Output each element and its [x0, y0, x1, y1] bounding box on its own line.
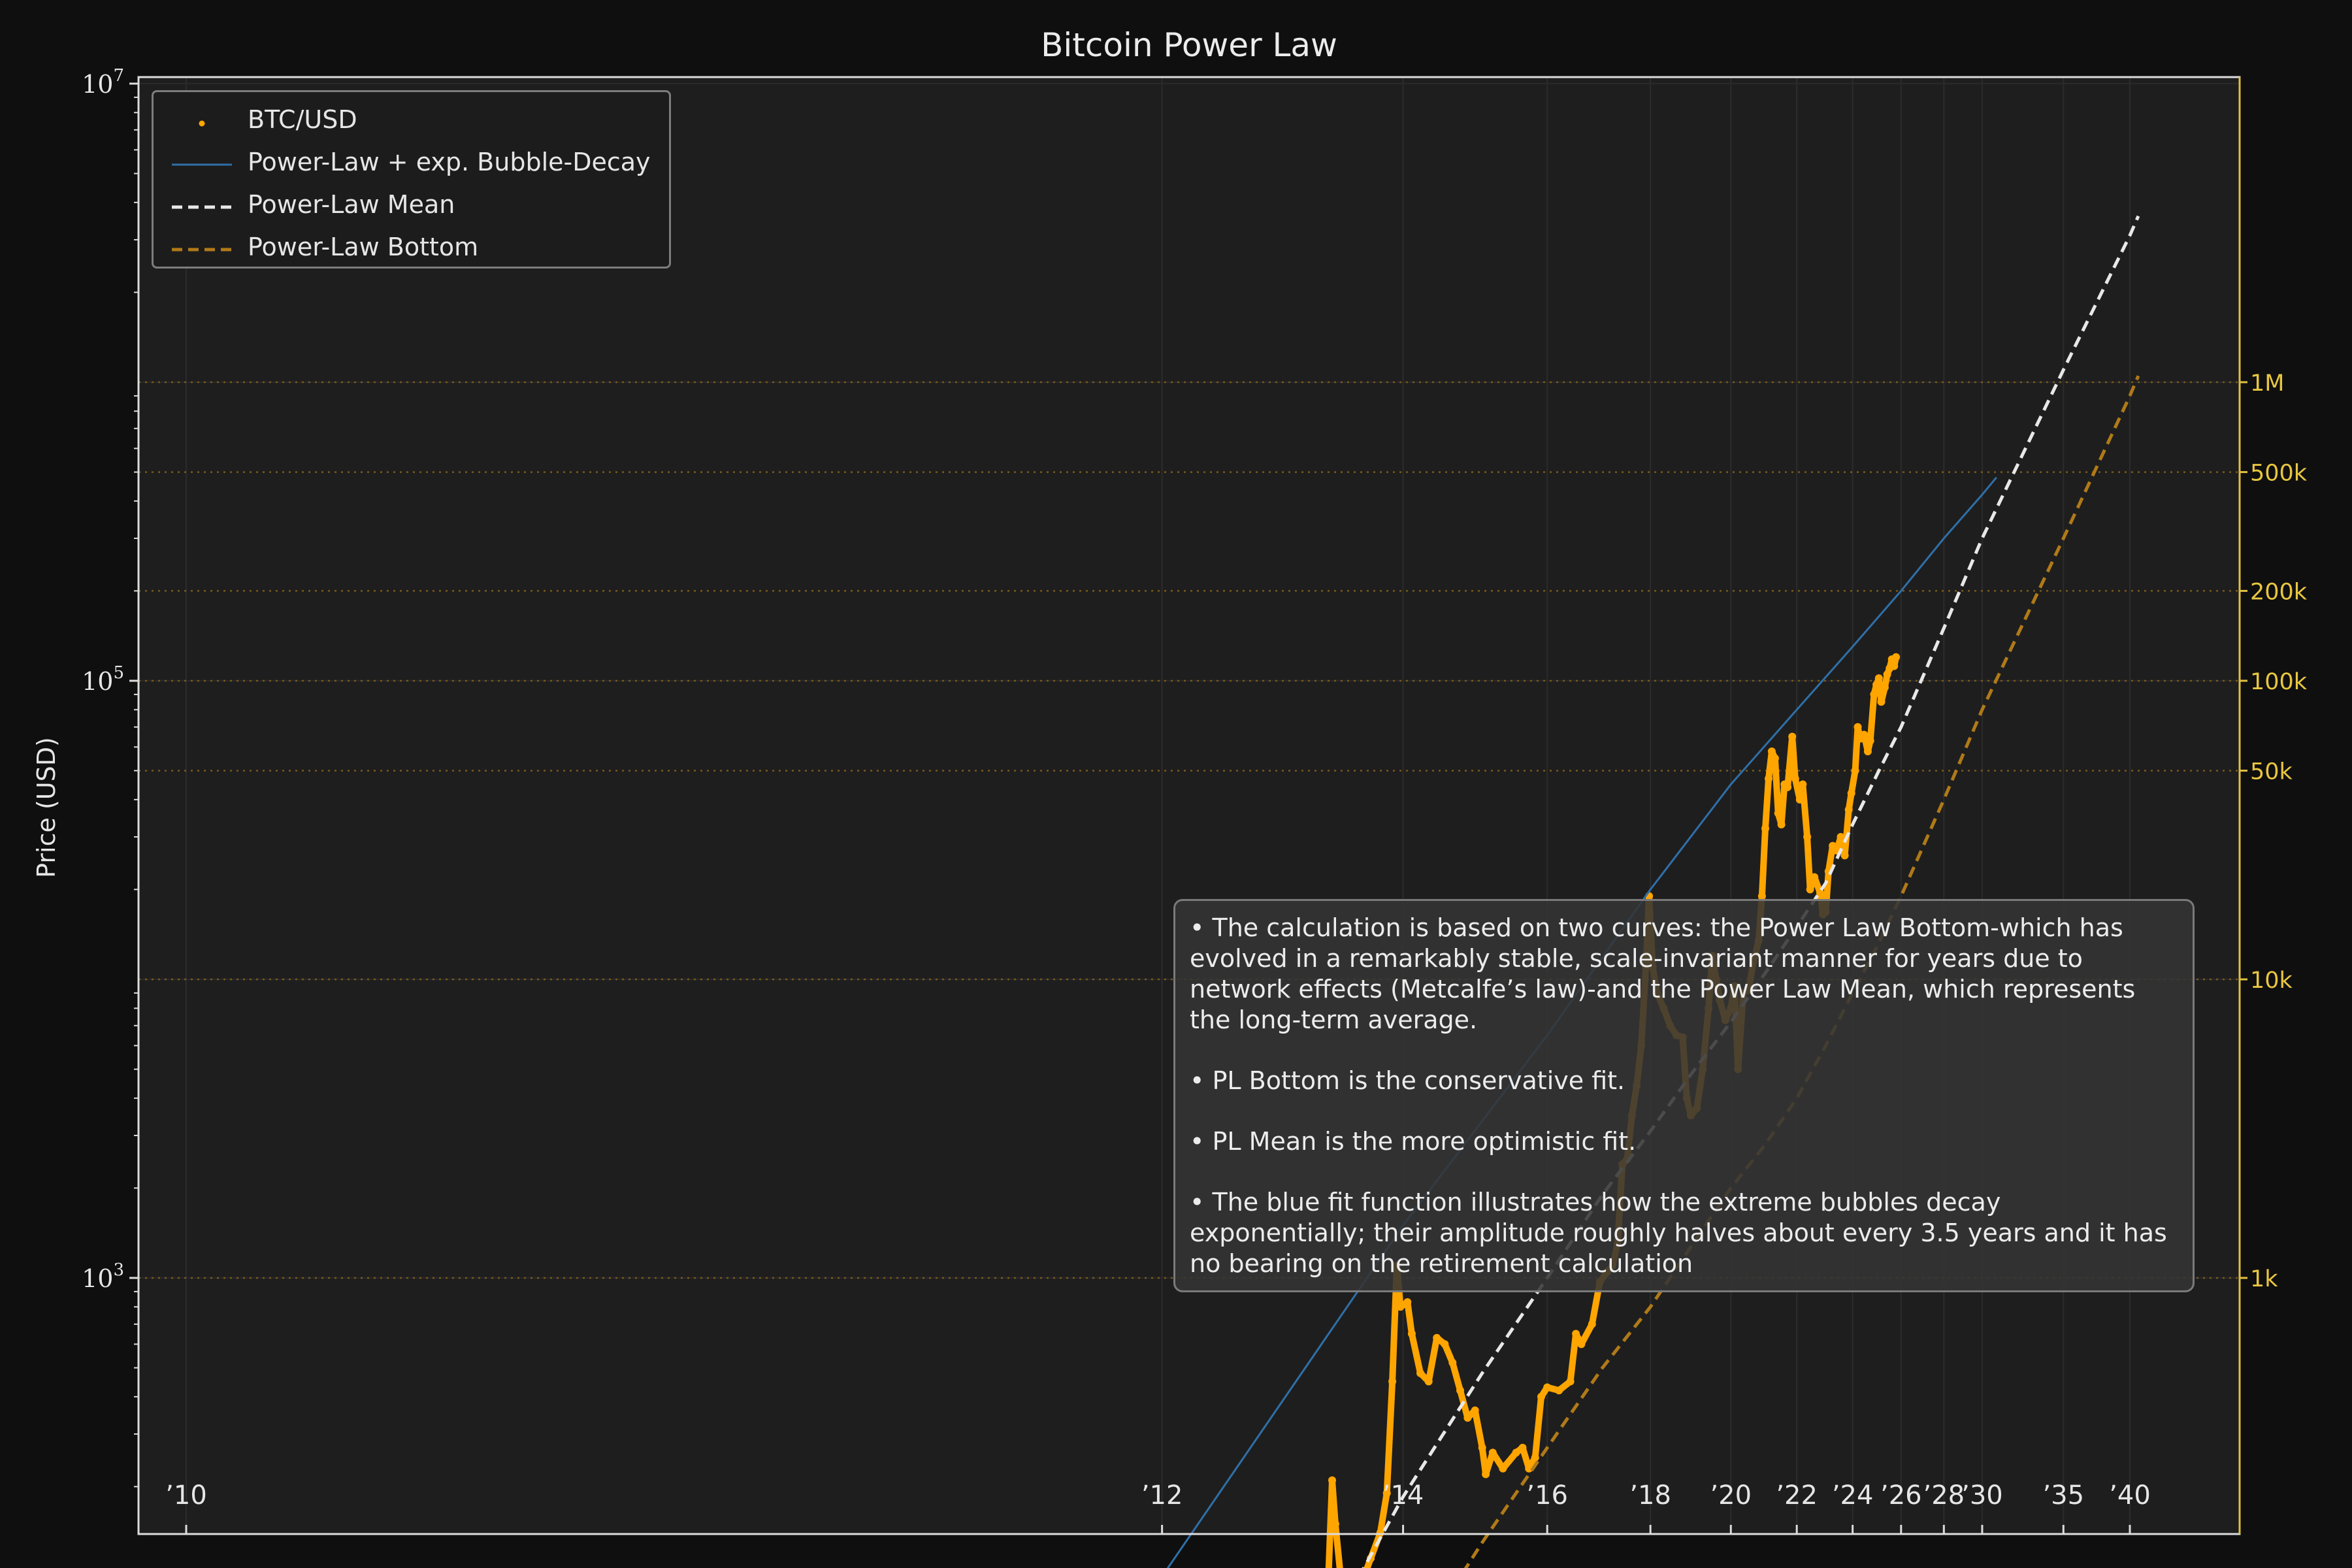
x-tick-label: ’35 — [2042, 1480, 2084, 1511]
legend-item-bubble-decay: Power-Law + exp. Bubble-Decay — [154, 142, 669, 182]
legend-item-pl-bottom: Power-Law Bottom — [154, 227, 669, 267]
info-paragraph-2: • PL Bottom is the conservative fit. — [1190, 1066, 1625, 1095]
right-tick-label: 50k — [2250, 759, 2293, 785]
legend-marker-mean-dashed — [172, 205, 232, 209]
right-tick-label: 10k — [2250, 968, 2293, 994]
x-tick-label: ’28 — [1923, 1480, 1965, 1511]
legend-item-pl-mean: Power-Law Mean — [154, 185, 669, 224]
chart-title: Bitcoin Power Law — [1041, 26, 1337, 64]
x-tick-label: ’26 — [1880, 1480, 1922, 1511]
info-paragraph-1: • The calculation is based on two curves… — [1190, 913, 2136, 1034]
right-tick-label: 500k — [2250, 461, 2308, 487]
info-paragraph-3: • PL Mean is the more optimistic fit. — [1190, 1127, 1637, 1156]
right-tick-label: 200k — [2250, 579, 2308, 605]
x-tick-label: ’14 — [1382, 1480, 1424, 1511]
right-tick-label: 1M — [2250, 370, 2284, 397]
legend-marker-bottom-dashed — [172, 248, 232, 252]
legend-label-pl-bottom: Power-Law Bottom — [248, 233, 479, 261]
x-tick-label: ’40 — [2109, 1480, 2151, 1511]
power-law-mean-line — [1362, 215, 2140, 1568]
legend-label-pl-mean: Power-Law Mean — [248, 190, 455, 219]
left-tick-label: 105 — [82, 663, 124, 696]
legend-marker-line — [172, 163, 232, 166]
left-tick-label: 103 — [82, 1260, 124, 1293]
x-tick-label: ’18 — [1629, 1480, 1671, 1511]
legend-label-btc: BTC/USD — [248, 105, 357, 134]
right-tick-label: 100k — [2250, 669, 2308, 695]
info-box: • The calculation is based on two curves… — [1173, 899, 2195, 1292]
right-tick-label: 1k — [2250, 1266, 2278, 1292]
plot-area — [139, 77, 2240, 1534]
right-tick-label: 100 — [2250, 1565, 2294, 1568]
x-tick-label: ’16 — [1526, 1480, 1568, 1511]
x-tick-label: ’12 — [1141, 1480, 1183, 1511]
info-paragraph-4: • The blue fit function illustrates how … — [1190, 1188, 2167, 1278]
legend-item-btc: BTC/USD — [154, 100, 669, 139]
x-tick-label: ’20 — [1710, 1480, 1752, 1511]
x-tick-label: ’10 — [165, 1480, 207, 1511]
left-tick-label: 107 — [82, 66, 124, 99]
x-tick-label: ’24 — [1832, 1480, 1874, 1511]
legend-label-bubble-decay: Power-Law + exp. Bubble-Decay — [248, 148, 651, 176]
legend-marker-dots — [199, 120, 205, 127]
x-tick-label: ’22 — [1776, 1480, 1818, 1511]
legend: BTC/USD Power-Law + exp. Bubble-Decay Po… — [152, 90, 671, 269]
x-tick-label: ’30 — [1961, 1480, 2003, 1511]
y-axis-label: Price (USD) — [32, 737, 61, 878]
